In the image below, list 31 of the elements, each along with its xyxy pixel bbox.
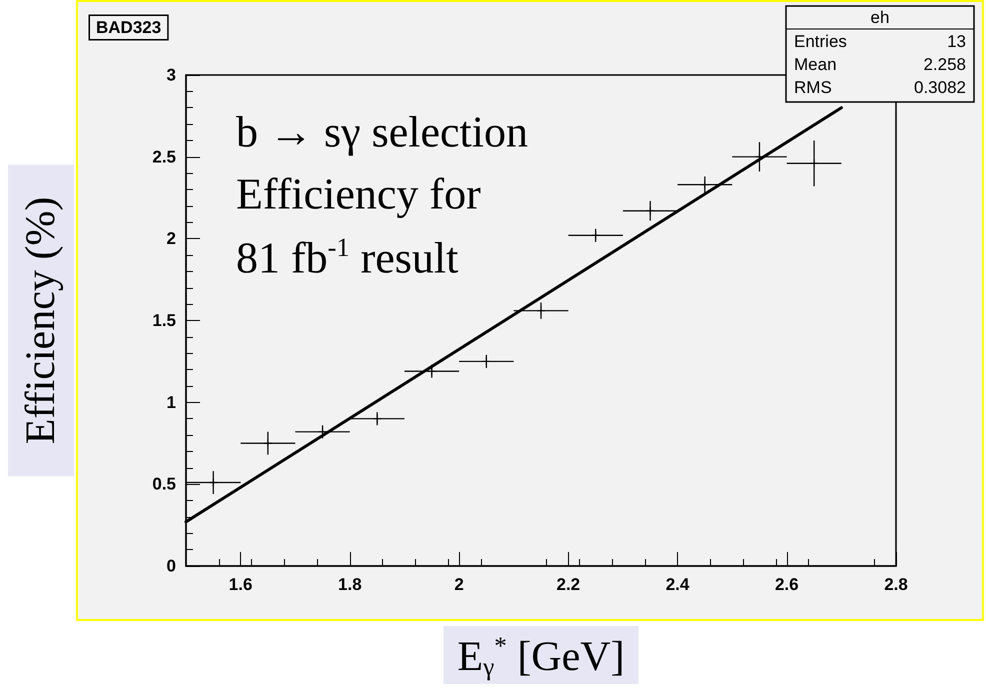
point [208, 478, 218, 488]
y-tick-label: 2.5 [152, 147, 176, 166]
y-tick-label: 2 [166, 229, 176, 248]
point [372, 414, 382, 424]
point [809, 158, 819, 168]
x-tick-label: 1.8 [338, 575, 362, 594]
text: Entries 13 [794, 32, 966, 51]
y-tick-label: 1.5 [152, 311, 176, 330]
point [591, 230, 600, 240]
x-tick-label: 2.4 [666, 575, 690, 594]
point [482, 356, 491, 366]
text: RMS 0.3082 [794, 78, 966, 97]
y-tick-label: 0.5 [152, 474, 176, 494]
x-tick-label: 2.6 [774, 575, 799, 594]
y-tick-label: 1 [166, 392, 176, 412]
annotation: Efficiency for [236, 170, 482, 218]
point [646, 206, 655, 216]
chart-title: BAD323 [96, 18, 162, 37]
y-tick-label: 3 [166, 66, 176, 84]
y-tick-label: 0 [166, 556, 176, 576]
x-tick-label: 1.6 [228, 575, 252, 594]
x-tick-label: 2 [454, 575, 464, 594]
y-axis-title: Efficiency (%) [18, 196, 64, 444]
point [700, 180, 710, 190]
annotation: b → sγ selection [236, 108, 528, 156]
point [263, 438, 273, 448]
point [536, 306, 546, 316]
text: Mean 2.258 [794, 55, 966, 74]
text: eh [870, 8, 890, 27]
x-tick-label: 2.8 [884, 575, 908, 594]
x-tick-label: 2.2 [556, 575, 580, 594]
